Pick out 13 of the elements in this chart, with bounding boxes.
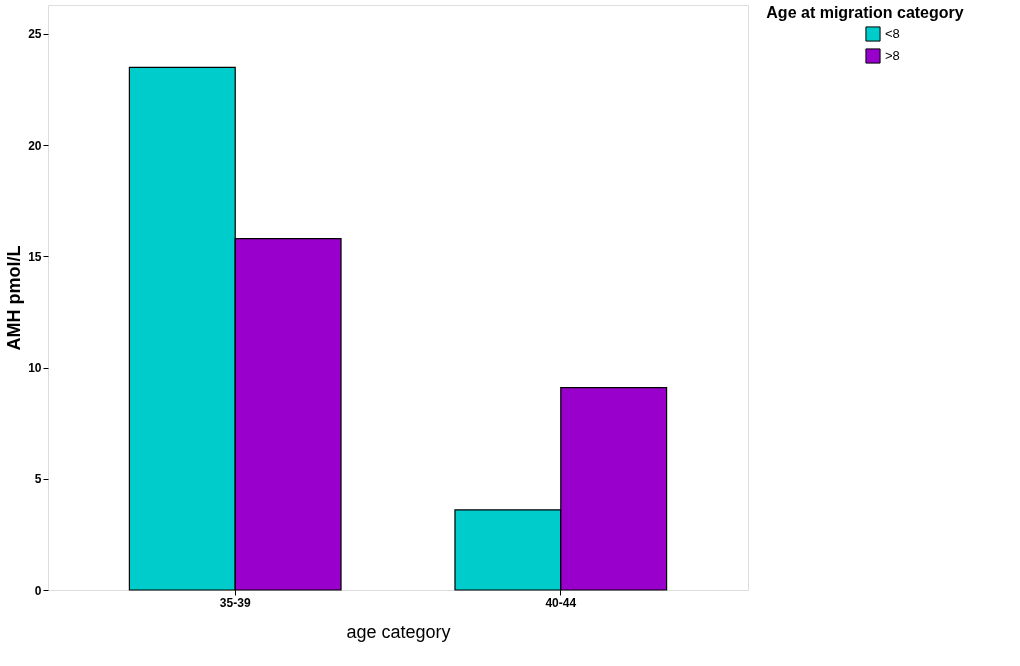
legend-label: >8 [885,48,900,63]
y-tick-label: 20 [28,138,42,153]
y-tick-label: 5 [34,472,42,487]
x-tick-label: 35-39 [219,595,251,610]
y-tick-label: 25 [28,27,42,42]
y-tick-label: 0 [34,583,42,598]
y-axis-title: AMH pmol/L [4,245,25,351]
y-tick-label: 10 [28,361,42,376]
legend-title: Age at migration category [766,4,964,21]
y-tick-label: 15 [28,249,42,264]
x-axis-title: age category [346,621,451,642]
legend-label: <8 [885,26,900,41]
x-tick-label: 40-44 [545,595,577,610]
